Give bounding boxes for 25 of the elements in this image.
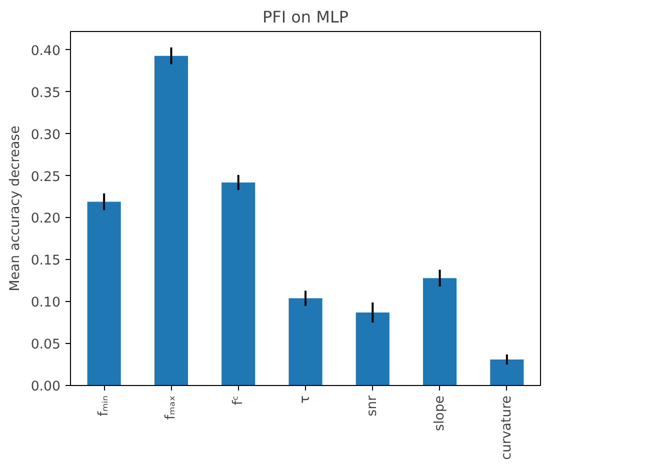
x-tick-label: fₘᵢₙ xyxy=(96,395,112,416)
bar xyxy=(288,298,322,386)
y-tick-label: 0.15 xyxy=(30,254,61,269)
y-axis-title: Mean accuracy decrease xyxy=(8,126,23,292)
x-tick-label: fₘₐₓ xyxy=(164,395,179,420)
y-tick-label: 0.40 xyxy=(30,44,61,59)
y-tick-label: 0.35 xyxy=(30,86,61,101)
y-tick-label: 0.30 xyxy=(30,128,61,143)
bar xyxy=(490,359,524,386)
chart-title: PFI on MLP xyxy=(262,8,349,26)
y-tick-label: 0.20 xyxy=(30,212,61,227)
x-tick-label: slope xyxy=(432,395,448,431)
bar xyxy=(154,56,188,386)
x-tick-label: curvature xyxy=(499,395,514,460)
bar xyxy=(423,278,457,386)
bar xyxy=(87,202,121,386)
x-tick-label: τ xyxy=(298,395,313,404)
y-tick-label: 0.25 xyxy=(30,170,61,185)
x-tick-label: snr xyxy=(365,394,380,416)
x-tick-label: fᶜ xyxy=(230,395,246,406)
y-tick-label: 0.05 xyxy=(30,338,61,353)
y-tick-label: 0.10 xyxy=(30,296,61,311)
y-tick-label: 0.00 xyxy=(30,380,61,394)
bar xyxy=(356,312,390,386)
bar xyxy=(222,182,256,386)
